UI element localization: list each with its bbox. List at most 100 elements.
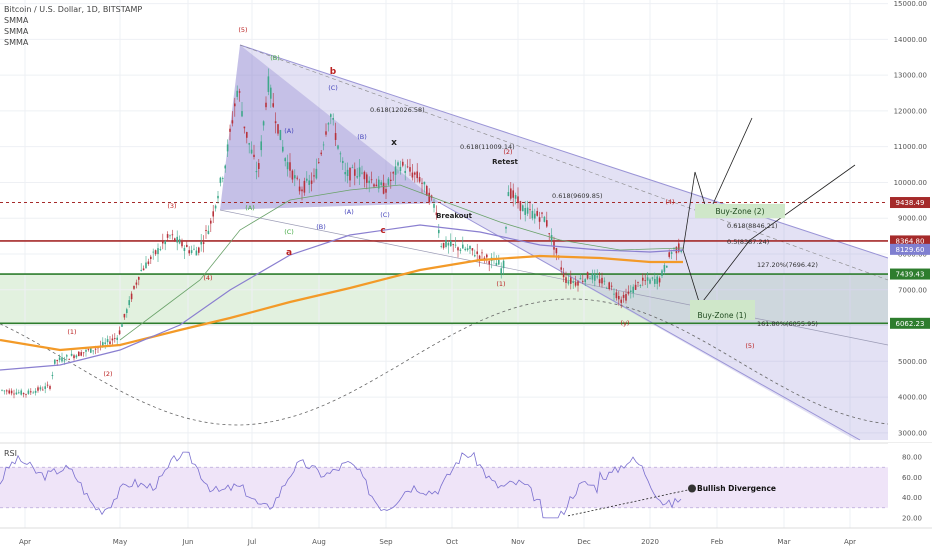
time-tick-label: May [113, 538, 127, 546]
candle [452, 244, 454, 246]
candle [123, 313, 126, 318]
channel-lower-line [439, 202, 861, 441]
time-tick-label: Oct [446, 538, 458, 546]
candle [330, 114, 332, 117]
candle [87, 349, 90, 351]
candle [306, 178, 308, 181]
candle [243, 126, 246, 129]
candle [526, 207, 529, 214]
candle [3, 390, 6, 392]
wave-label: (C) [328, 84, 338, 92]
candle [37, 387, 39, 391]
candle [512, 190, 514, 198]
candle [238, 91, 241, 93]
candle [272, 103, 274, 107]
candle [361, 172, 363, 174]
candle [214, 205, 217, 209]
time-axis: Apr May Jun Jul Aug Sep Oct Nov Dec 2020 Feb Mar Apr [0, 527, 932, 546]
candle [474, 255, 476, 257]
candle [574, 282, 577, 286]
candle [334, 133, 337, 140]
candle [651, 277, 654, 279]
candle [174, 238, 176, 241]
candle [217, 195, 219, 199]
candle [481, 252, 483, 254]
price-level-badge [890, 243, 930, 255]
candle [186, 244, 188, 247]
price-level-value: 8364.80 [896, 237, 925, 245]
candle [142, 268, 145, 271]
wave-label: (1) [67, 328, 76, 336]
candle [517, 196, 519, 204]
candle [236, 90, 238, 97]
smma-indicator-2[interactable]: SMMA [4, 27, 29, 36]
candle [630, 290, 632, 293]
candle [646, 277, 649, 281]
candle [586, 272, 589, 279]
candle [291, 170, 294, 180]
fib-label: 0.618(11009.14) [460, 143, 515, 151]
candle [279, 130, 282, 140]
candle [294, 175, 296, 179]
candle [591, 273, 594, 280]
bullish-divergence-label: Bullish Divergence [697, 484, 776, 493]
candle [560, 267, 562, 270]
candle [382, 182, 385, 194]
candle [133, 285, 135, 289]
candle [70, 353, 73, 356]
projection-path-2 [682, 117, 753, 251]
wave-label: (2) [503, 148, 512, 156]
candle [241, 111, 243, 117]
wave-label: (A) [344, 208, 354, 216]
rsi-tick-label: 20.00 [902, 514, 922, 522]
candle [128, 300, 130, 306]
wave-label: (B) [270, 54, 280, 62]
wave-label: (B) [357, 133, 367, 141]
candle [414, 172, 416, 175]
wave-label: (C) [284, 228, 294, 236]
candle [176, 236, 178, 243]
candle [116, 337, 118, 340]
candle [606, 287, 608, 289]
candle [610, 285, 613, 287]
wave-label: (A) [245, 204, 255, 212]
smma-indicator-1[interactable]: SMMA [4, 16, 29, 25]
candle [546, 220, 548, 227]
candle [42, 389, 44, 391]
time-tick-label: Apr [19, 538, 31, 546]
candle [459, 249, 462, 251]
candle [166, 234, 169, 238]
candle [661, 270, 663, 276]
candle [207, 230, 210, 234]
candle [15, 392, 18, 395]
candle [366, 174, 368, 183]
candle [346, 169, 349, 176]
candle [622, 294, 625, 298]
candle [13, 393, 15, 395]
candle [601, 277, 603, 284]
candle [433, 203, 435, 208]
candle [565, 277, 567, 283]
candle [406, 166, 409, 168]
candle [505, 227, 507, 229]
candle [258, 163, 260, 169]
candle [265, 102, 267, 108]
candle [668, 252, 670, 257]
candle [522, 205, 524, 212]
candle [658, 278, 661, 283]
candle [121, 324, 123, 327]
candle [303, 180, 306, 193]
candle [440, 246, 442, 247]
candle [212, 211, 214, 217]
candle [375, 184, 378, 187]
candle [500, 268, 502, 274]
candle [337, 145, 339, 149]
smma-indicator-3[interactable]: SMMA [4, 38, 29, 47]
time-tick-label: Jun [182, 538, 194, 546]
candle [260, 141, 262, 151]
candle [639, 285, 642, 287]
candle [649, 279, 651, 284]
candle [462, 244, 464, 249]
candle [495, 262, 498, 266]
